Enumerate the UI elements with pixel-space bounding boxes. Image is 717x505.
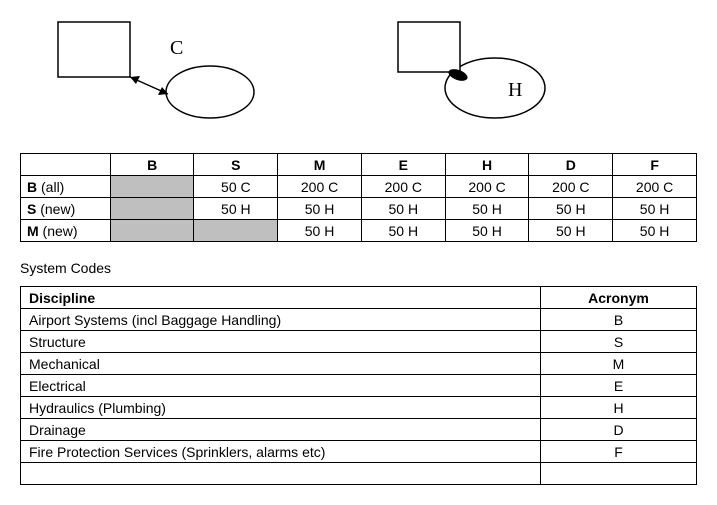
matrix-cell: 50 H bbox=[194, 198, 278, 220]
table-row: S (new) 50 H50 H50 H50 H50 H50 H bbox=[21, 198, 697, 220]
matrix-corner bbox=[21, 154, 111, 176]
discipline-cell: Drainage bbox=[21, 419, 541, 441]
section-title-system-codes: System Codes bbox=[20, 260, 697, 276]
matrix-cell: 50 H bbox=[278, 198, 362, 220]
matrix-header: BSMEHDF bbox=[21, 154, 697, 176]
matrix-row-label: B (all) bbox=[21, 176, 111, 198]
matrix-cell: 50 H bbox=[361, 220, 445, 242]
acronym-cell: B bbox=[541, 309, 697, 331]
discipline-cell bbox=[21, 463, 541, 485]
acronym-cell: S bbox=[541, 331, 697, 353]
matrix-cell: 50 H bbox=[278, 220, 362, 242]
clearance-matrix-table: BSMEHDF B (all) 50 C200 C200 C200 C200 C… bbox=[20, 153, 697, 242]
matrix-cell bbox=[110, 220, 194, 242]
matrix-cell bbox=[110, 198, 194, 220]
codes-body: Airport Systems (incl Baggage Handling)B… bbox=[21, 309, 697, 485]
acronym-cell: H bbox=[541, 397, 697, 419]
matrix-cell: 200 C bbox=[445, 176, 529, 198]
matrix-row-label: S (new) bbox=[21, 198, 111, 220]
table-row bbox=[21, 463, 697, 485]
matrix-cell: 200 C bbox=[529, 176, 613, 198]
acronym-cell: M bbox=[541, 353, 697, 375]
table-row: Fire Protection Services (Sprinklers, al… bbox=[21, 441, 697, 463]
matrix-cell: 50 C bbox=[194, 176, 278, 198]
codes-header-discipline: Discipline bbox=[21, 287, 541, 309]
diagram-row: C H bbox=[20, 20, 697, 123]
acronym-cell: F bbox=[541, 441, 697, 463]
diagram-c: C bbox=[50, 20, 260, 123]
matrix-cell: 50 H bbox=[613, 198, 697, 220]
matrix-col-header: D bbox=[529, 154, 613, 176]
table-row: Airport Systems (incl Baggage Handling)B bbox=[21, 309, 697, 331]
discipline-cell: Fire Protection Services (Sprinklers, al… bbox=[21, 441, 541, 463]
matrix-col-header: B bbox=[110, 154, 194, 176]
table-row: StructureS bbox=[21, 331, 697, 353]
discipline-cell: Hydraulics (Plumbing) bbox=[21, 397, 541, 419]
table-row: DrainageD bbox=[21, 419, 697, 441]
acronym-cell bbox=[541, 463, 697, 485]
discipline-cell: Airport Systems (incl Baggage Handling) bbox=[21, 309, 541, 331]
acronym-cell: D bbox=[541, 419, 697, 441]
table-row: Hydraulics (Plumbing)H bbox=[21, 397, 697, 419]
matrix-cell: 200 C bbox=[613, 176, 697, 198]
matrix-cell: 50 H bbox=[361, 198, 445, 220]
table-row: ElectricalE bbox=[21, 375, 697, 397]
matrix-cell: 200 C bbox=[278, 176, 362, 198]
matrix-col-header: M bbox=[278, 154, 362, 176]
matrix-body: B (all) 50 C200 C200 C200 C200 C200 CS (… bbox=[21, 176, 697, 242]
diagram-h-svg: H bbox=[380, 20, 580, 120]
discipline-cell: Structure bbox=[21, 331, 541, 353]
matrix-cell: 50 H bbox=[529, 220, 613, 242]
table-row: MechanicalM bbox=[21, 353, 697, 375]
diagram-c-svg: C bbox=[50, 20, 260, 120]
diagram-c-label: C bbox=[170, 37, 183, 59]
matrix-col-header: F bbox=[613, 154, 697, 176]
diagram-h: H bbox=[380, 20, 580, 123]
matrix-cell bbox=[110, 176, 194, 198]
matrix-cell bbox=[194, 220, 278, 242]
matrix-col-header: E bbox=[361, 154, 445, 176]
table-row: B (all) 50 C200 C200 C200 C200 C200 C bbox=[21, 176, 697, 198]
matrix-col-header: H bbox=[445, 154, 529, 176]
matrix-cell: 50 H bbox=[613, 220, 697, 242]
matrix-cell: 50 H bbox=[445, 198, 529, 220]
system-codes-table: Discipline Acronym Airport Systems (incl… bbox=[20, 286, 697, 485]
diagram-h-label: H bbox=[508, 79, 522, 101]
matrix-cell: 200 C bbox=[361, 176, 445, 198]
matrix-cell: 50 H bbox=[445, 220, 529, 242]
acronym-cell: E bbox=[541, 375, 697, 397]
matrix-row-label: M (new) bbox=[21, 220, 111, 242]
discipline-cell: Electrical bbox=[21, 375, 541, 397]
codes-header-acronym: Acronym bbox=[541, 287, 697, 309]
matrix-cell: 50 H bbox=[529, 198, 613, 220]
table-row: M (new) 50 H50 H50 H50 H50 H bbox=[21, 220, 697, 242]
matrix-col-header: S bbox=[194, 154, 278, 176]
discipline-cell: Mechanical bbox=[21, 353, 541, 375]
